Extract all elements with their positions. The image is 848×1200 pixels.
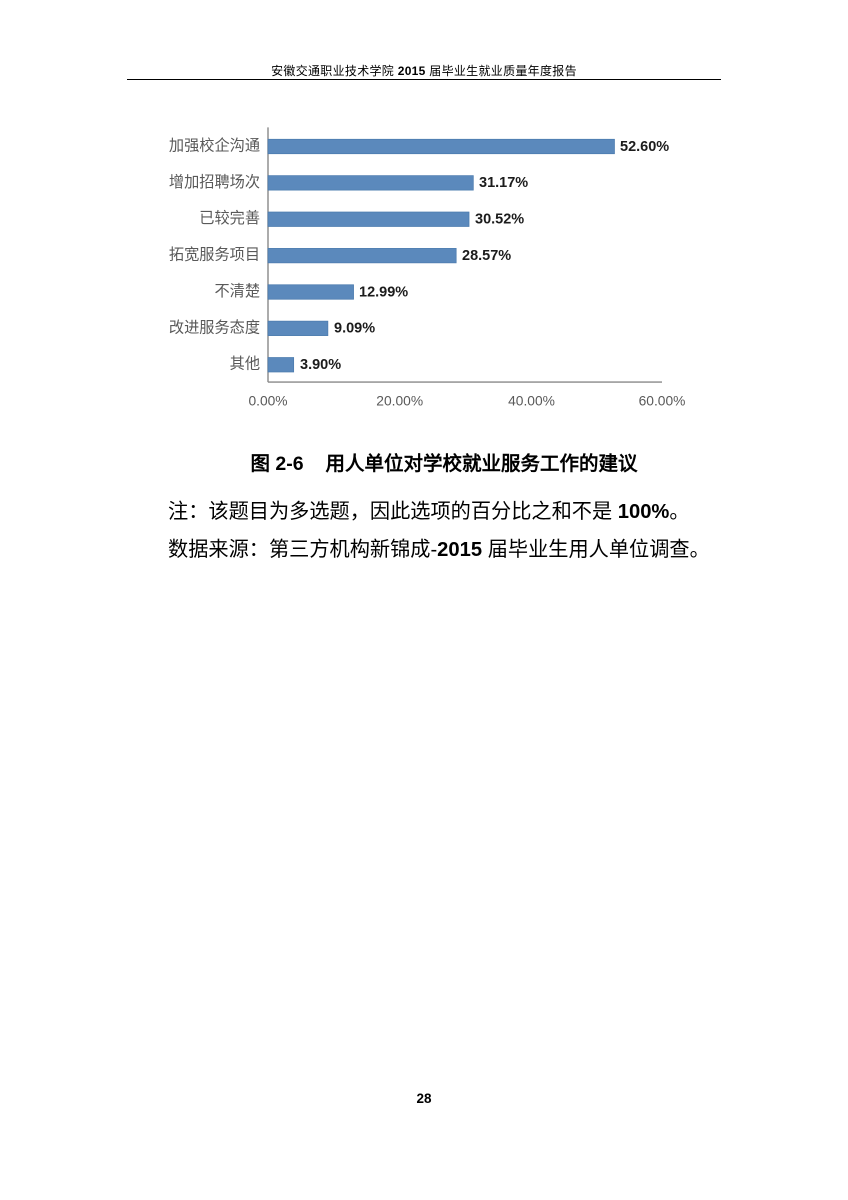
svg-text:3.90%: 3.90% [300,357,341,373]
svg-text:改进服务态度: 改进服务态度 [169,319,260,336]
svg-text:30.52%: 30.52% [475,212,524,228]
svg-text:0.00%: 0.00% [248,394,287,409]
svg-text:9.09%: 9.09% [334,321,375,337]
svg-text:60.00%: 60.00% [639,394,686,409]
svg-text:20.00%: 20.00% [376,394,423,409]
svg-text:已较完善: 已较完善 [199,209,260,227]
svg-text:其他: 其他 [230,356,260,373]
svg-text:增加招聘场次: 增加招聘场次 [169,174,260,191]
svg-text:52.60%: 52.60% [620,139,669,155]
svg-text:不清楚: 不清楚 [214,283,260,300]
svg-text:加强校企沟通: 加强校企沟通 [169,137,260,155]
svg-text:31.17%: 31.17% [479,175,528,191]
svg-text:28.57%: 28.57% [462,248,511,264]
svg-text:拓宽服务项目: 拓宽服务项目 [169,247,260,264]
svg-text:40.00%: 40.00% [508,394,555,409]
svg-text:12.99%: 12.99% [359,284,408,300]
